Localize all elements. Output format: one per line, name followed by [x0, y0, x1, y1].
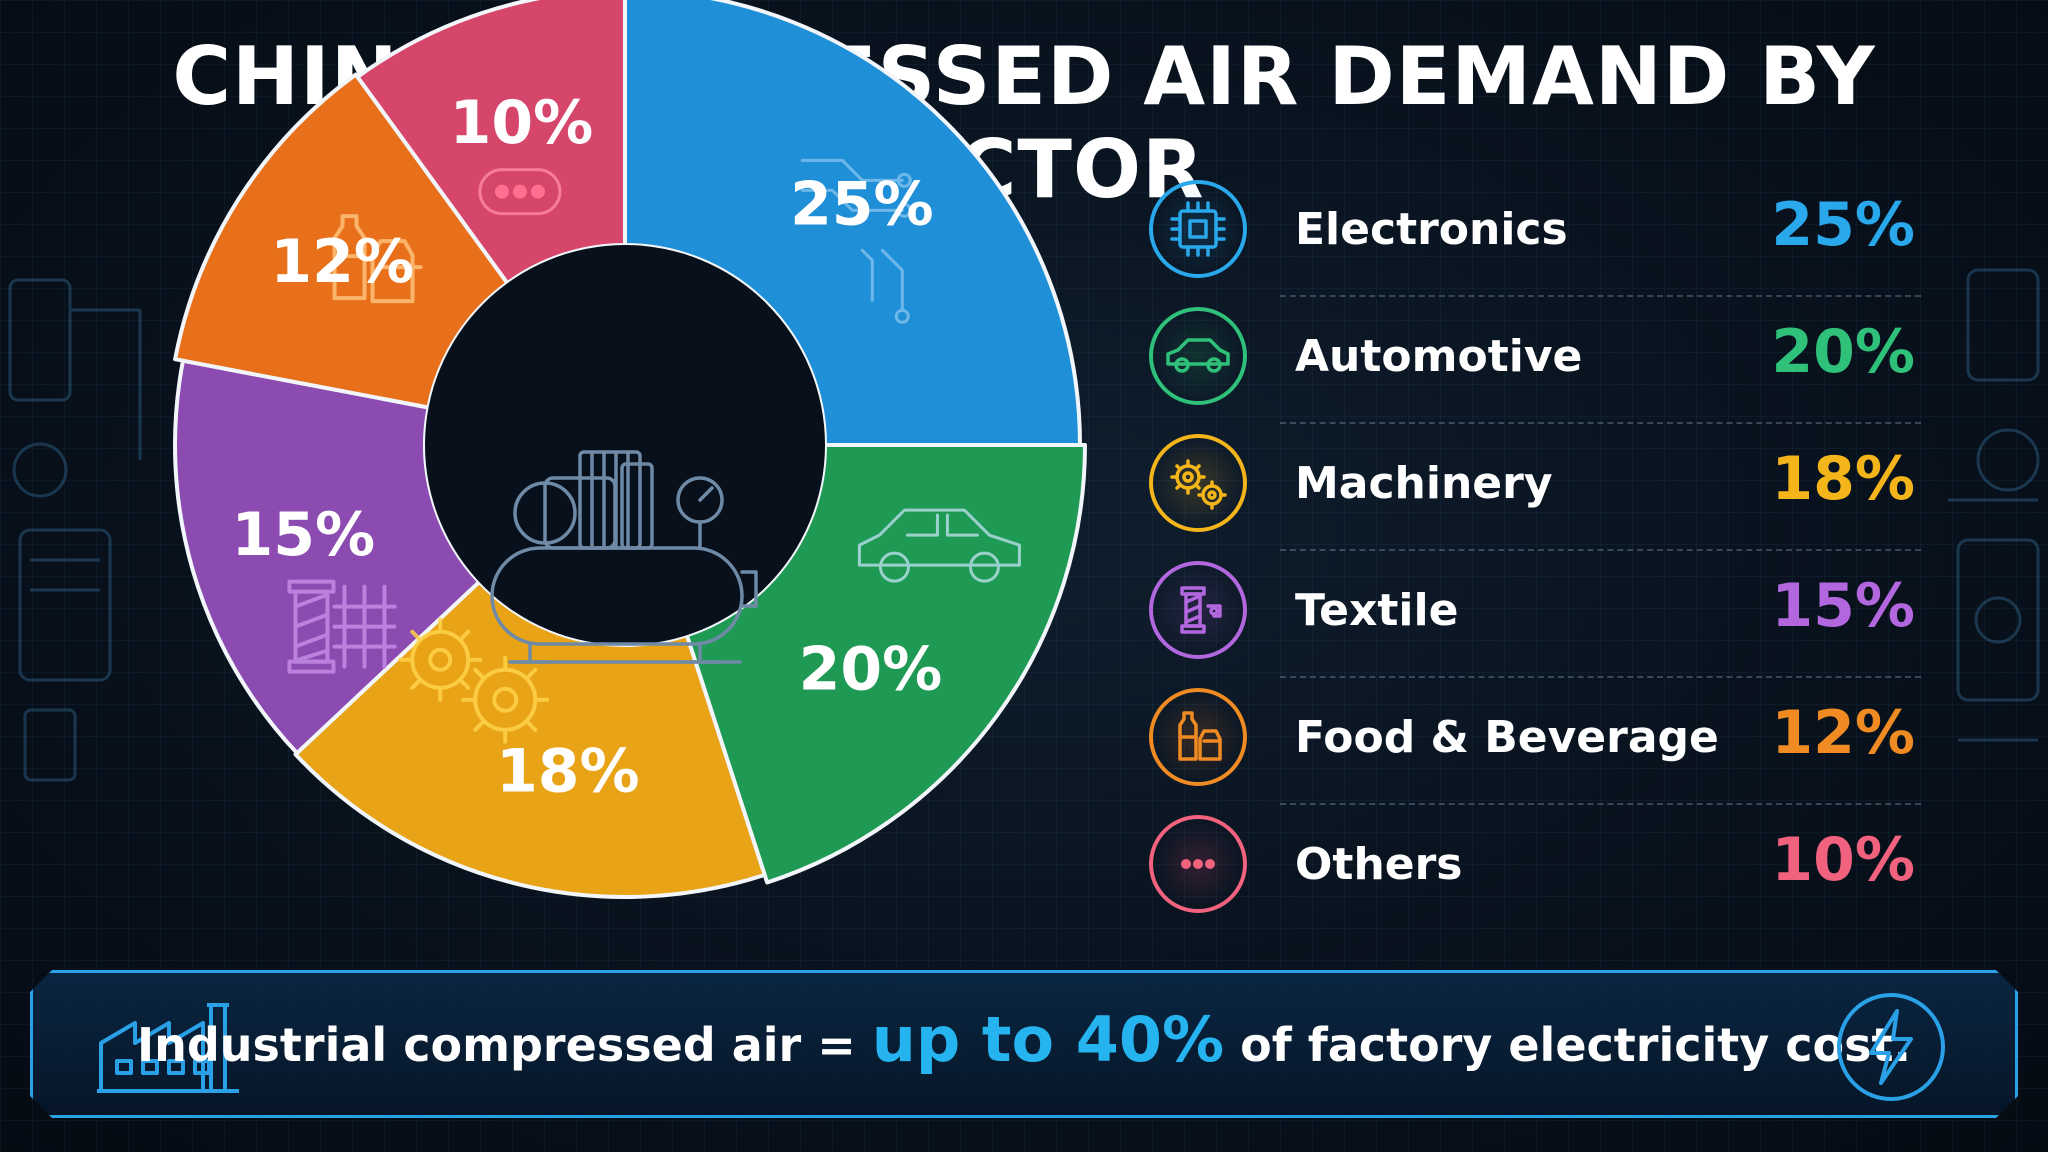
factory-icon	[93, 991, 243, 1101]
legend-value: 20%	[1771, 317, 1915, 387]
banner-text: Industrial compressed air = up to 40% of…	[33, 1003, 2015, 1076]
banner-highlight: up to 40%	[871, 1003, 1225, 1076]
legend-dots-icon	[1149, 815, 1247, 913]
legend-spool-icon	[1149, 561, 1247, 659]
legend-item-food-beverage: Food & Beverage 12%	[1145, 678, 1925, 805]
machinery-decoration-right-icon	[1948, 268, 2040, 742]
legend: Electronics 25% Automotive 20% Machinery 18% T…	[1145, 170, 1925, 932]
slice-car-icon	[857, 508, 1021, 583]
machinery-decoration-left-icon	[8, 278, 142, 782]
legend-label: Machinery	[1295, 458, 1553, 509]
legend-item-textile: Textile 15%	[1145, 551, 1925, 678]
legend-label: Others	[1295, 839, 1463, 890]
legend-divider	[1280, 676, 1921, 678]
slice-chip-icon	[800, 158, 912, 324]
lightning-bolt-icon	[1833, 989, 1949, 1105]
info-banner: Industrial compressed air = up to 40% of…	[30, 970, 2018, 1118]
bottle-icon	[1178, 711, 1222, 761]
legend-value: 18%	[1771, 444, 1915, 514]
donut-chart: 25% 20% 18% 15% 12% 10%	[173, 0, 1087, 899]
slice-spool-icon	[287, 579, 397, 674]
legend-value: 10%	[1771, 825, 1915, 895]
spool-icon	[1180, 586, 1222, 634]
legend-car-icon	[1149, 307, 1247, 405]
legend-item-automotive: Automotive 20%	[1145, 297, 1925, 424]
banner-text-after: of factory electricity cost.	[1224, 1018, 1911, 1072]
legend-value: 25%	[1771, 190, 1915, 260]
slice-label: 18%	[496, 737, 640, 807]
slice-bottle-icon	[332, 214, 423, 304]
legend-divider	[1280, 295, 1921, 297]
slice-label: 12%	[270, 227, 414, 297]
slice-label: 25%	[790, 170, 934, 240]
air-compressor-icon	[490, 450, 758, 664]
car-icon	[1166, 338, 1230, 373]
slice-label: 15%	[231, 500, 375, 570]
legend-divider	[1280, 803, 1921, 805]
legend-bottle-icon	[1149, 688, 1247, 786]
chip-icon	[1170, 201, 1226, 257]
legend-value: 12%	[1771, 698, 1915, 768]
slice-gears-icon	[398, 617, 550, 744]
gears-icon	[1170, 459, 1227, 510]
slice-label: 20%	[799, 635, 943, 705]
legend-label: Food & Beverage	[1295, 712, 1719, 763]
dots-icon	[1181, 859, 1215, 869]
legend-value: 15%	[1771, 571, 1915, 641]
banner-text-before: Industrial compressed air =	[137, 1018, 872, 1072]
legend-label: Textile	[1295, 585, 1459, 636]
legend-divider	[1280, 549, 1921, 551]
legend-gears-icon	[1149, 434, 1247, 532]
legend-item-electronics: Electronics 25%	[1145, 170, 1925, 297]
legend-label: Automotive	[1295, 331, 1583, 382]
legend-divider	[1280, 422, 1921, 424]
slice-label: 10%	[450, 88, 594, 158]
slice-dots-icon	[478, 168, 562, 216]
legend-label: Electronics	[1295, 204, 1568, 255]
legend-item-others: Others 10%	[1145, 805, 1925, 932]
legend-item-machinery: Machinery 18%	[1145, 424, 1925, 551]
legend-chip-icon	[1149, 180, 1247, 278]
donut-hole	[425, 245, 825, 645]
